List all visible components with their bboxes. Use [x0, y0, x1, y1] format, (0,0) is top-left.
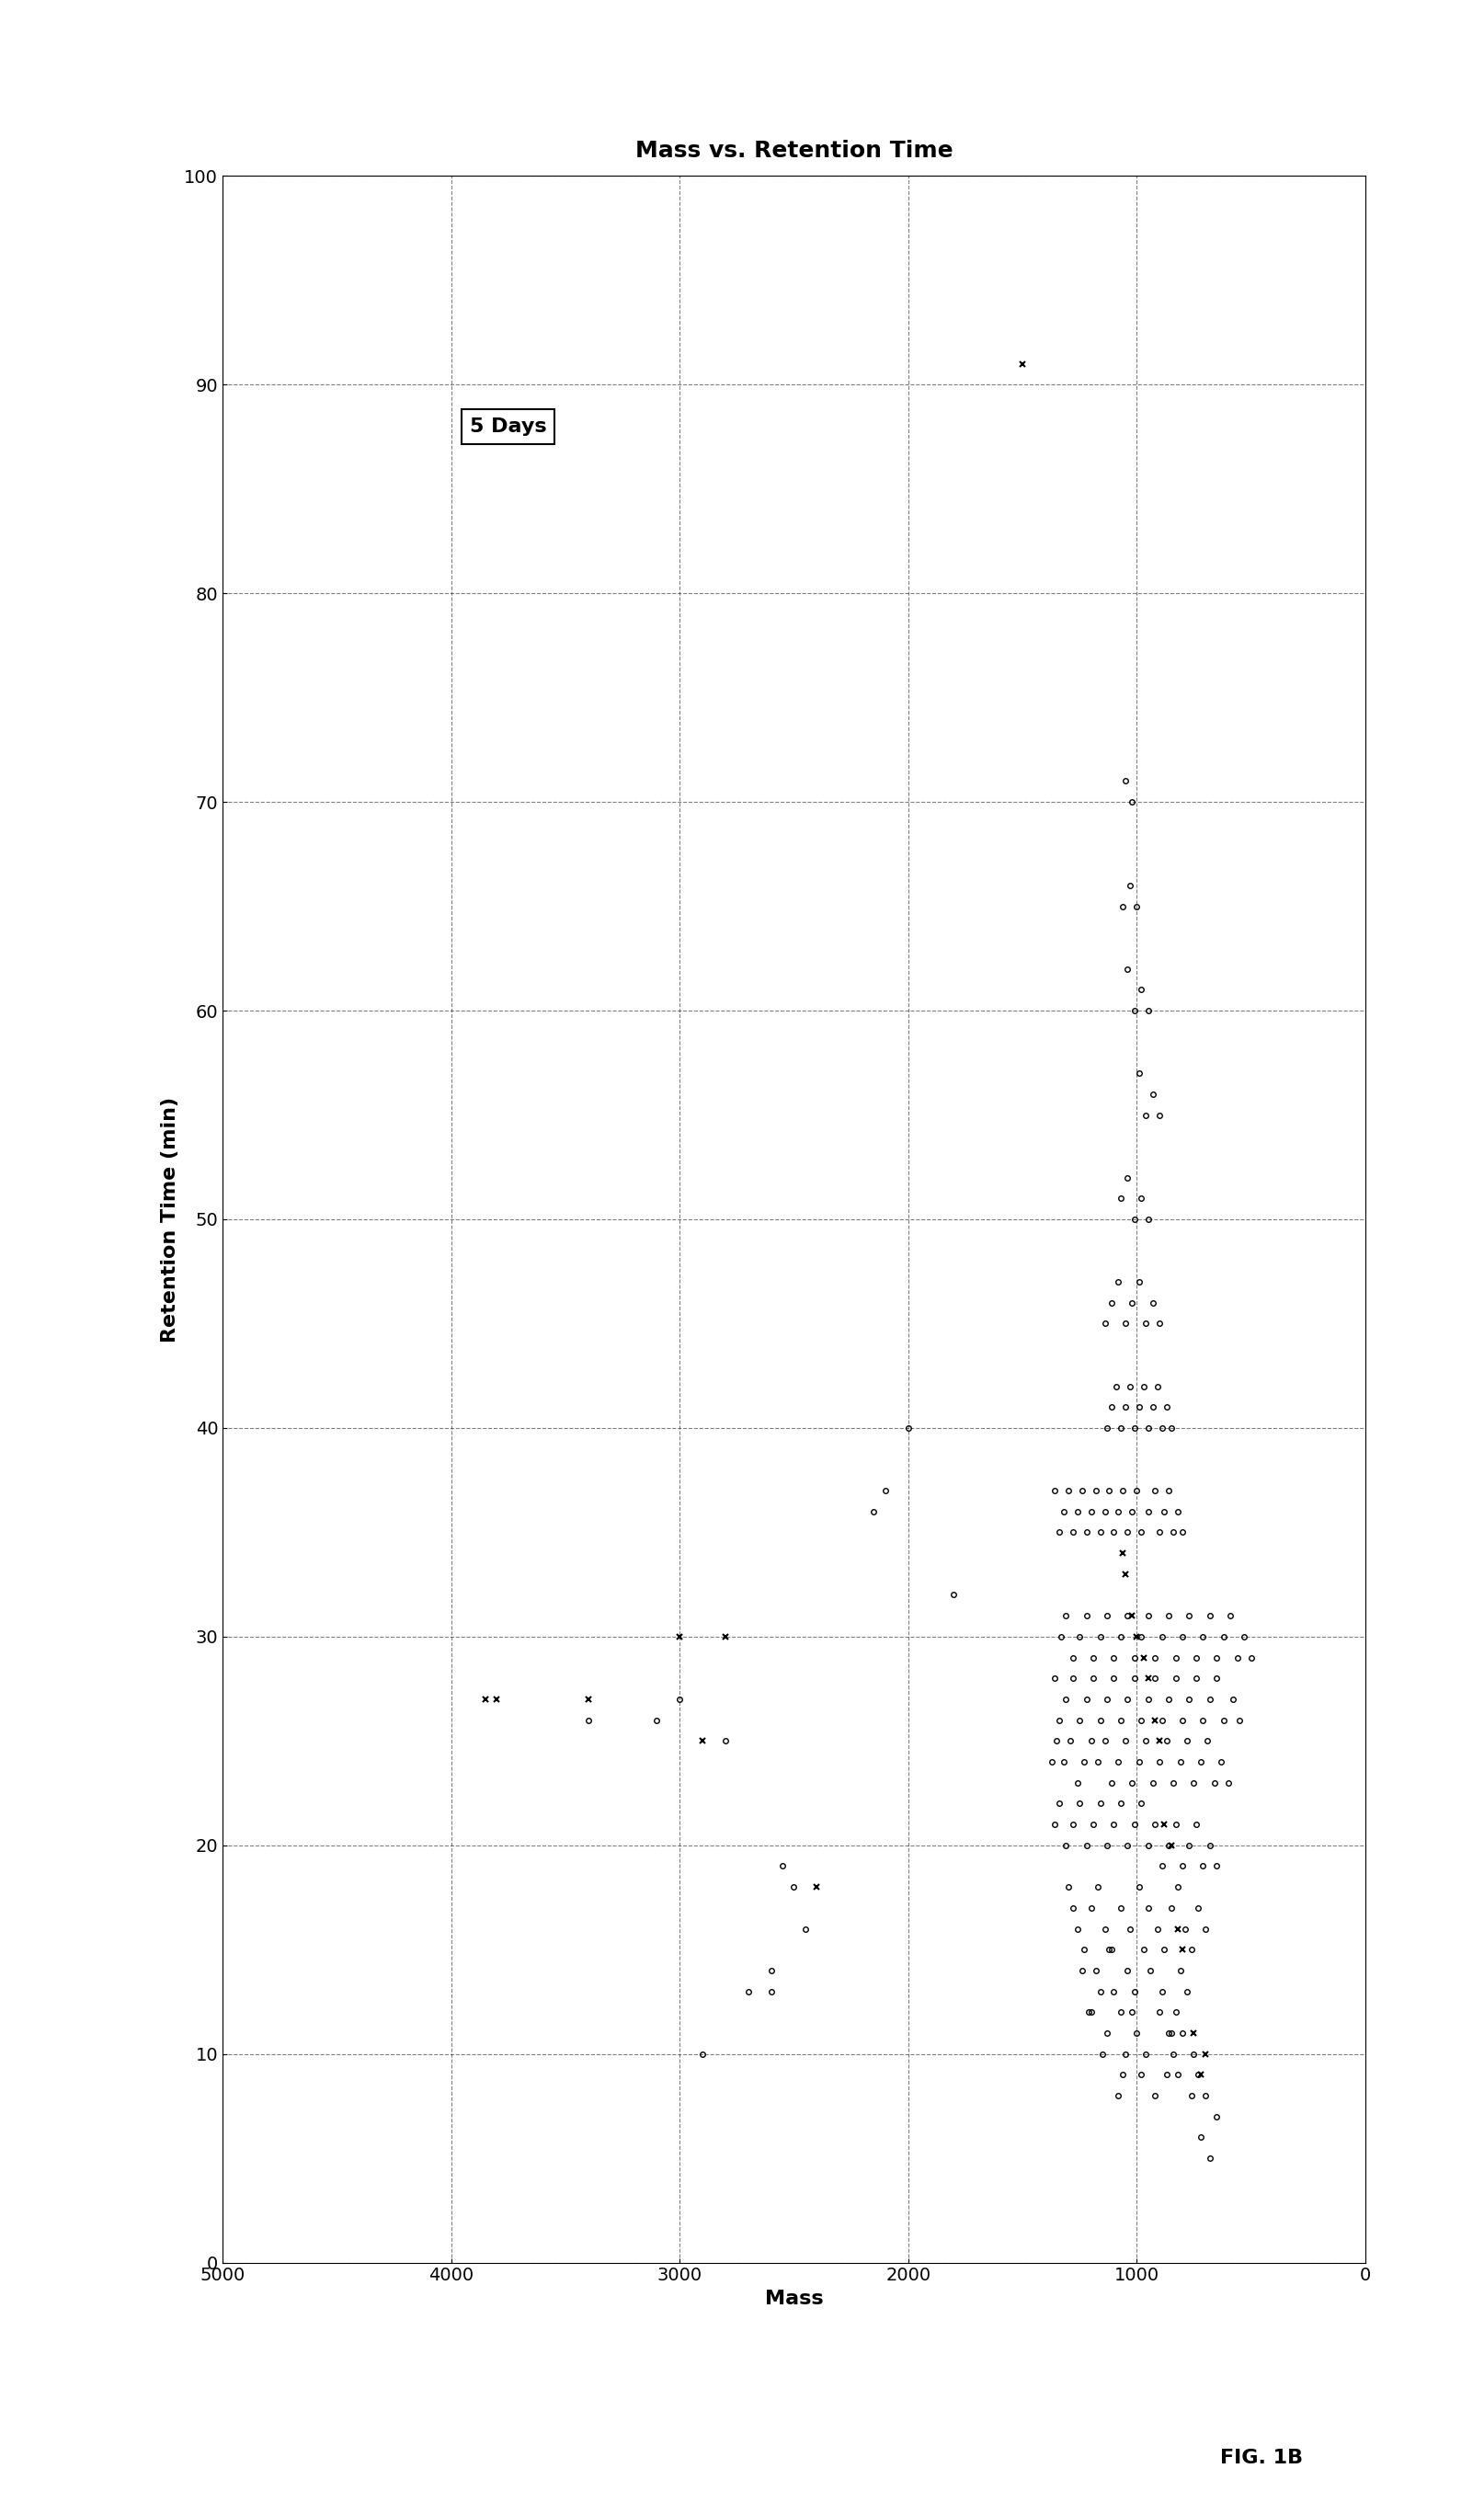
Text: FIG. 1B: FIG. 1B [1220, 2449, 1303, 2466]
Title: Mass vs. Retention Time: Mass vs. Retention Time [635, 138, 953, 161]
Y-axis label: Retention Time (min): Retention Time (min) [160, 1096, 180, 1342]
Text: 5 Days: 5 Days [470, 417, 546, 435]
X-axis label: Mass: Mass [764, 2290, 824, 2308]
